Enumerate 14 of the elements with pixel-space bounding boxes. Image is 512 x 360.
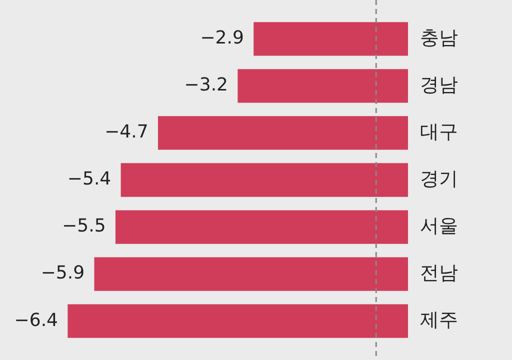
data-label: −5.5 <box>62 216 106 237</box>
y-tick-label: 충남 <box>420 26 458 49</box>
data-label: −3.2 <box>184 74 228 96</box>
y-tick-label: 대구 <box>420 120 458 143</box>
data-label: −4.7 <box>104 122 148 143</box>
y-tick-label: 경남 <box>420 74 458 96</box>
y-tick-label: 제주 <box>420 309 458 332</box>
data-label: −5.4 <box>67 168 112 190</box>
data-label: −2.9 <box>200 28 244 49</box>
data-label: −5.9 <box>40 262 85 284</box>
data-label: −6.4 <box>14 310 58 331</box>
y-tick-label: 경기 <box>420 168 458 190</box>
y-tick-label: 서울 <box>420 214 458 237</box>
y-tick-label: 전남 <box>420 262 458 284</box>
